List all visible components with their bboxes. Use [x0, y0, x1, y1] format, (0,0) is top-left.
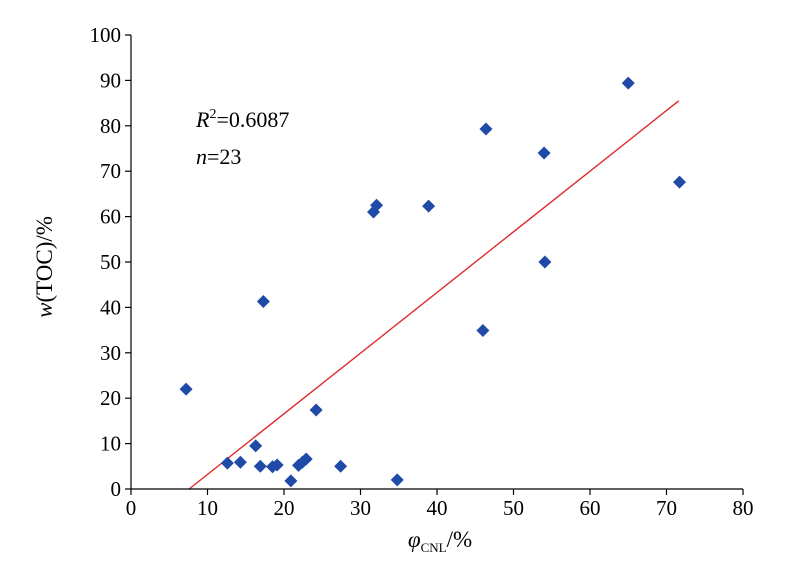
x-axis-title: φCNL/% — [408, 527, 472, 555]
r-squared-annotation: R2=0.6087 — [195, 107, 289, 132]
data-point — [284, 474, 298, 488]
y-tick-label: 80 — [100, 114, 121, 138]
x-tick-label: 70 — [656, 496, 677, 520]
data-point — [179, 382, 193, 396]
y-tick-label: 0 — [111, 477, 122, 501]
n-annotation: n=23 — [196, 144, 241, 169]
data-point — [422, 199, 436, 213]
x-tick-label: 30 — [350, 496, 371, 520]
data-point — [299, 452, 313, 466]
x-tick-label: 0 — [126, 496, 137, 520]
y-tick-label: 30 — [100, 341, 121, 365]
data-point — [253, 459, 267, 473]
data-point — [538, 255, 552, 269]
data-point — [233, 455, 247, 469]
data-point — [249, 439, 263, 453]
y-tick-label: 100 — [90, 23, 122, 47]
y-tick-label: 40 — [100, 295, 121, 319]
data-point — [673, 175, 687, 189]
axes: 0 10 20 30 40 50 60 70 80 90 100 0 10 20 30 40 50 60 70 80 — [90, 23, 754, 520]
data-point — [256, 294, 270, 308]
data-point — [309, 403, 323, 417]
data-point — [270, 458, 284, 472]
data-points — [179, 76, 687, 488]
data-point — [537, 146, 551, 160]
data-point — [220, 456, 234, 470]
y-tick-label: 90 — [100, 68, 121, 92]
data-point — [370, 198, 384, 212]
x-tick-label: 40 — [427, 496, 448, 520]
y-tick-label: 50 — [100, 250, 121, 274]
y-axis-title: w(TOC)/% — [32, 216, 57, 318]
x-tick-label: 10 — [197, 496, 218, 520]
data-point — [621, 76, 635, 90]
trendline — [188, 100, 680, 490]
x-tick-label: 20 — [274, 496, 295, 520]
y-tick-label: 10 — [100, 432, 121, 456]
x-tick-label: 50 — [503, 496, 524, 520]
data-point — [334, 459, 348, 473]
x-tick-label: 60 — [580, 496, 601, 520]
data-point — [390, 473, 404, 487]
y-tick-label: 70 — [100, 159, 121, 183]
y-tick-label: 20 — [100, 386, 121, 410]
y-tick-label: 60 — [100, 205, 121, 229]
data-point — [479, 122, 493, 136]
x-tick-label: 80 — [733, 496, 754, 520]
trendline-layer — [188, 100, 680, 490]
data-point — [476, 324, 490, 338]
